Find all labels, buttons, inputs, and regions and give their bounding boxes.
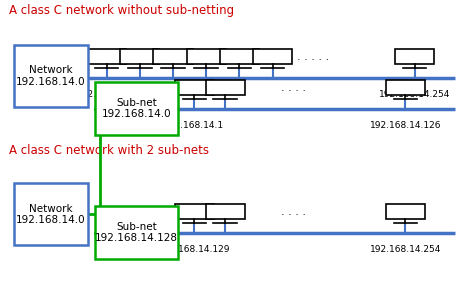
FancyBboxPatch shape: [395, 49, 434, 64]
FancyBboxPatch shape: [14, 183, 88, 245]
FancyBboxPatch shape: [120, 49, 159, 64]
Text: Network
192.168.14.0: Network 192.168.14.0: [16, 204, 86, 225]
FancyBboxPatch shape: [220, 49, 259, 64]
FancyBboxPatch shape: [253, 49, 292, 64]
Text: 192.168.14.1: 192.168.14.1: [77, 90, 137, 99]
FancyBboxPatch shape: [95, 82, 178, 135]
FancyBboxPatch shape: [386, 80, 425, 95]
Text: Sub-net
192.168.14.0: Sub-net 192.168.14.0: [101, 98, 171, 119]
Text: 192.168.14.129: 192.168.14.129: [159, 245, 230, 254]
FancyBboxPatch shape: [175, 204, 214, 219]
FancyBboxPatch shape: [14, 45, 88, 107]
Text: 192.168.14.254: 192.168.14.254: [370, 245, 441, 254]
Text: . . . .: . . . .: [282, 83, 306, 92]
Text: 192.168.14.126: 192.168.14.126: [370, 121, 441, 130]
Text: Network
192.168.14.0: Network 192.168.14.0: [16, 65, 86, 87]
FancyBboxPatch shape: [386, 204, 425, 219]
Text: Sub-net
192.168.14.128: Sub-net 192.168.14.128: [95, 222, 178, 243]
Text: A class C network with 2 sub-nets: A class C network with 2 sub-nets: [9, 144, 210, 157]
Text: . . . . .: . . . . .: [297, 52, 329, 61]
Text: 192.168.14.254: 192.168.14.254: [379, 90, 450, 99]
Text: 192.168.14.1: 192.168.14.1: [164, 121, 224, 130]
Text: A class C network without sub-netting: A class C network without sub-netting: [9, 4, 235, 17]
FancyBboxPatch shape: [175, 80, 214, 95]
FancyBboxPatch shape: [87, 49, 126, 64]
Text: . . . .: . . . .: [282, 207, 306, 217]
FancyBboxPatch shape: [206, 204, 245, 219]
FancyBboxPatch shape: [206, 80, 245, 95]
FancyBboxPatch shape: [154, 49, 192, 64]
FancyBboxPatch shape: [187, 49, 226, 64]
FancyBboxPatch shape: [95, 206, 178, 259]
